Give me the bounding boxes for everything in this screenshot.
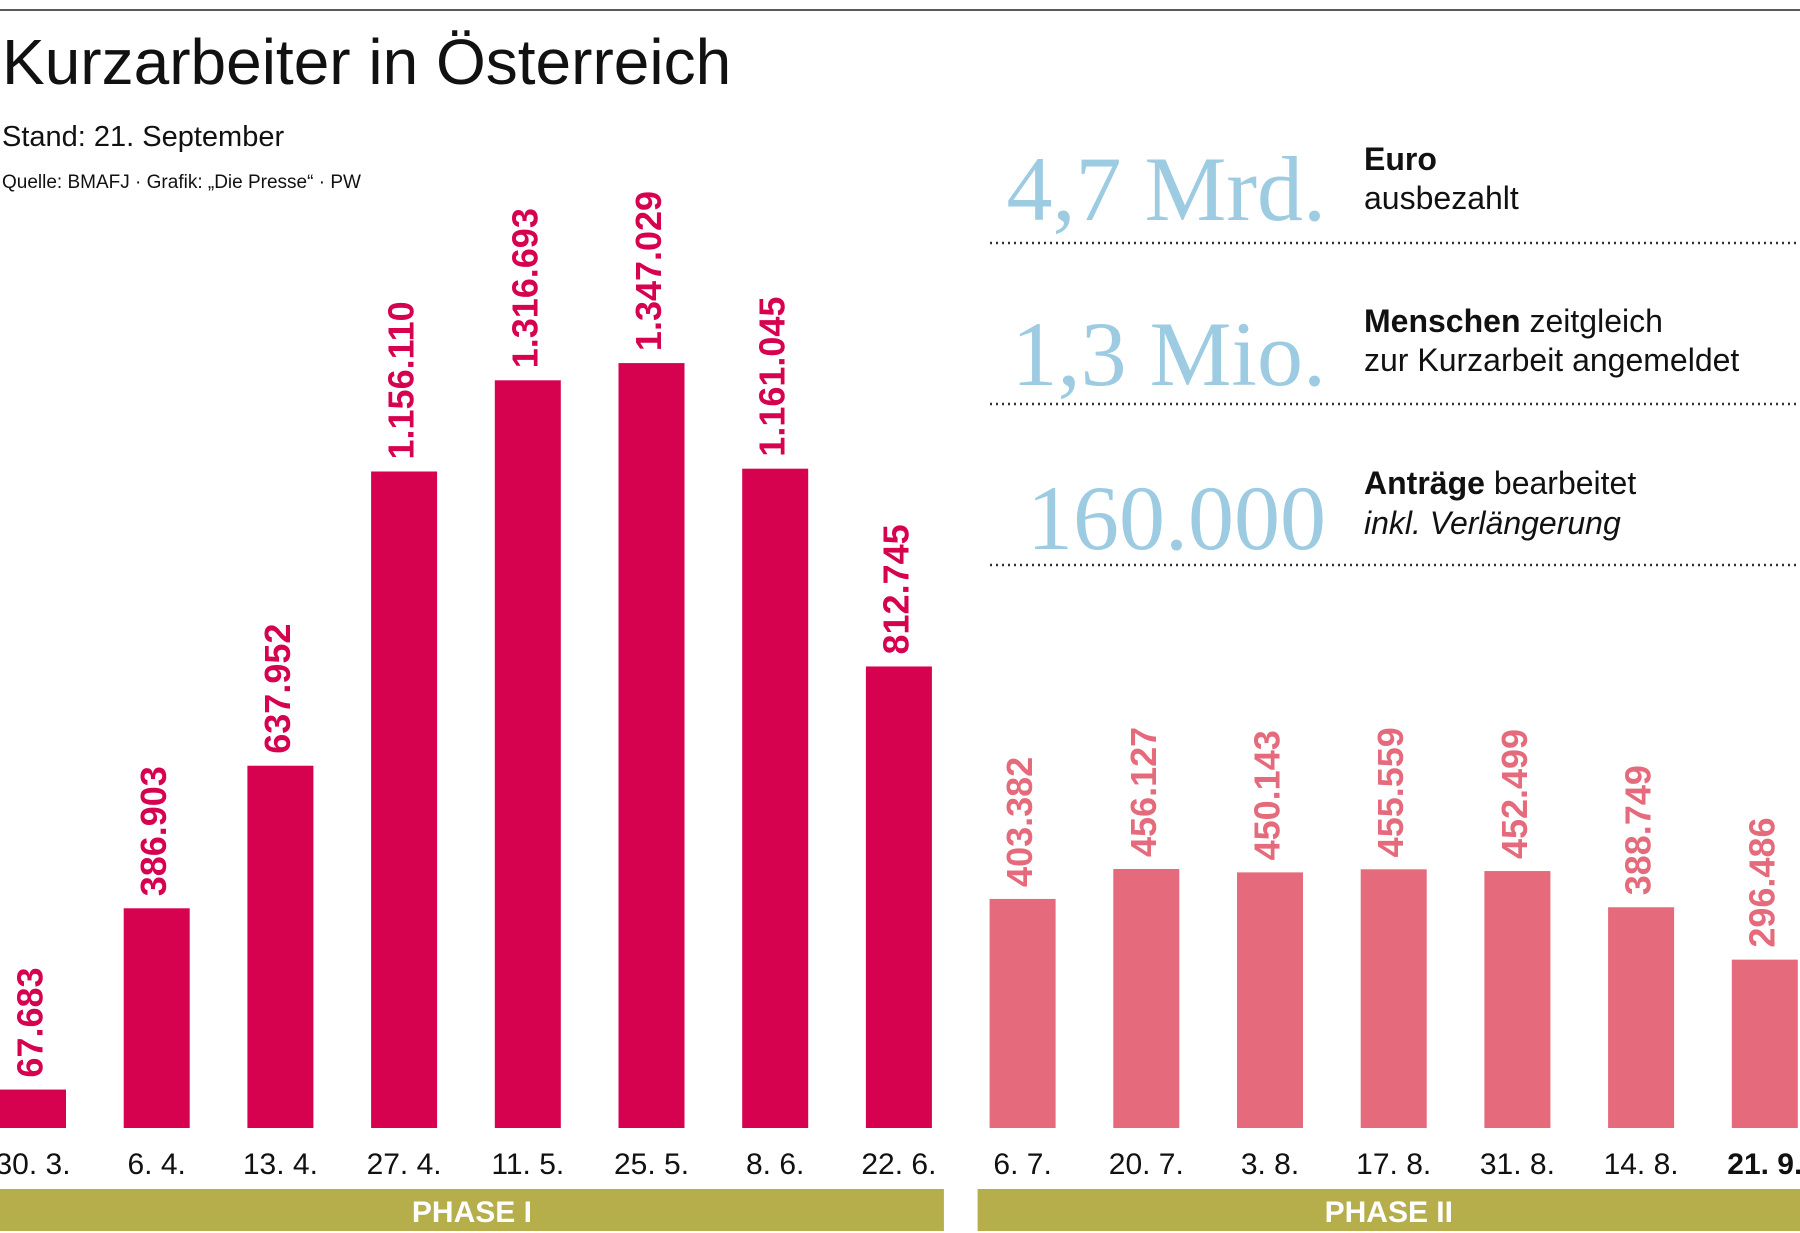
bar [123,908,190,1128]
stat-text: zeitgleich [1529,303,1662,339]
bar [618,363,685,1128]
bar [1113,868,1180,1128]
stat-figure: 1,3 Mio. [1012,303,1326,405]
bar [1731,959,1798,1128]
x-tick-label: 27. 4. [367,1148,442,1181]
bar [1484,871,1551,1128]
x-tick-label: 22. 6. [861,1148,936,1181]
value-label: 637.952 [257,624,298,754]
stat-text: inkl. Verlängerung [1364,505,1621,541]
stat-text: ausbezahlt [1364,180,1519,216]
stat-description: zur Kurzarbeit angemeldet [1364,342,1739,378]
bar [371,471,438,1128]
stat-text: Euro [1364,141,1437,177]
bar [1608,907,1675,1128]
x-tick-label: 25. 5. [614,1148,689,1181]
legend-label: PHASE I [412,1196,532,1229]
x-tick-label: 21. 9. [1727,1148,1800,1181]
x-tick-label: 14. 8. [1604,1148,1679,1181]
bar [865,666,932,1128]
bar [742,468,809,1129]
value-label: 386.903 [133,766,174,896]
value-label: 1.347.029 [628,191,669,351]
stat-text: zur Kurzarbeit angemeldet [1364,342,1739,378]
stat-description: ausbezahlt [1364,180,1519,216]
bar [494,380,561,1128]
x-tick-label: 6. 7. [993,1148,1051,1181]
bar [989,898,1056,1128]
stat-text: Anträge [1364,465,1485,501]
value-label: 296.486 [1741,817,1782,947]
phase-band [977,1189,1800,1231]
x-tick-label: 13. 4. [243,1148,318,1181]
x-tick-label: 17. 8. [1356,1148,1431,1181]
stat-description: Menschen zeitgleich [1364,303,1663,339]
x-tick-label: 20. 7. [1109,1148,1184,1181]
value-label: 450.143 [1247,730,1288,860]
stat-description: Anträge bearbeitet [1364,465,1636,501]
value-label: 403.382 [999,757,1040,887]
legend-label: PHASE II [1325,1196,1453,1229]
bar [0,1089,66,1128]
x-tick-label: 30. 3. [0,1148,71,1181]
chart-title: Kurzarbeiter in Österreich [2,26,731,98]
value-label: 456.127 [1123,727,1164,857]
value-label: 455.559 [1370,727,1411,857]
bar [1360,869,1427,1128]
value-label: 1.161.045 [752,297,793,457]
source: Quelle: BMAFJ · Grafik: „Die Presse“ · P… [2,172,361,193]
x-tick-label: 11. 5. [491,1148,564,1181]
bar [1237,872,1303,1128]
stat-description: inkl. Verlängerung [1364,505,1621,541]
stat-figure: 160.000 [1027,467,1326,569]
subtitle: Stand: 21. September [2,121,284,153]
value-label: 67.683 [10,967,51,1077]
value-label: 812.745 [875,524,916,654]
stat-text: bearbeitet [1494,465,1636,501]
phase-band [0,1189,944,1231]
value-label: 452.499 [1494,729,1535,859]
value-label: 1.156.110 [381,301,422,459]
x-tick-label: 8. 6. [746,1148,804,1181]
bar [247,765,314,1128]
stat-description: Euro [1364,141,1437,177]
x-tick-label: 6. 4. [128,1148,186,1181]
value-label: 388.749 [1618,765,1659,895]
x-tick-label: 3. 8. [1241,1148,1299,1181]
value-label: 1.316.693 [504,208,545,368]
stat-text: Menschen [1364,303,1520,339]
x-tick-label: 31. 8. [1480,1148,1555,1181]
stat-figure: 4,7 Mrd. [1007,138,1326,240]
